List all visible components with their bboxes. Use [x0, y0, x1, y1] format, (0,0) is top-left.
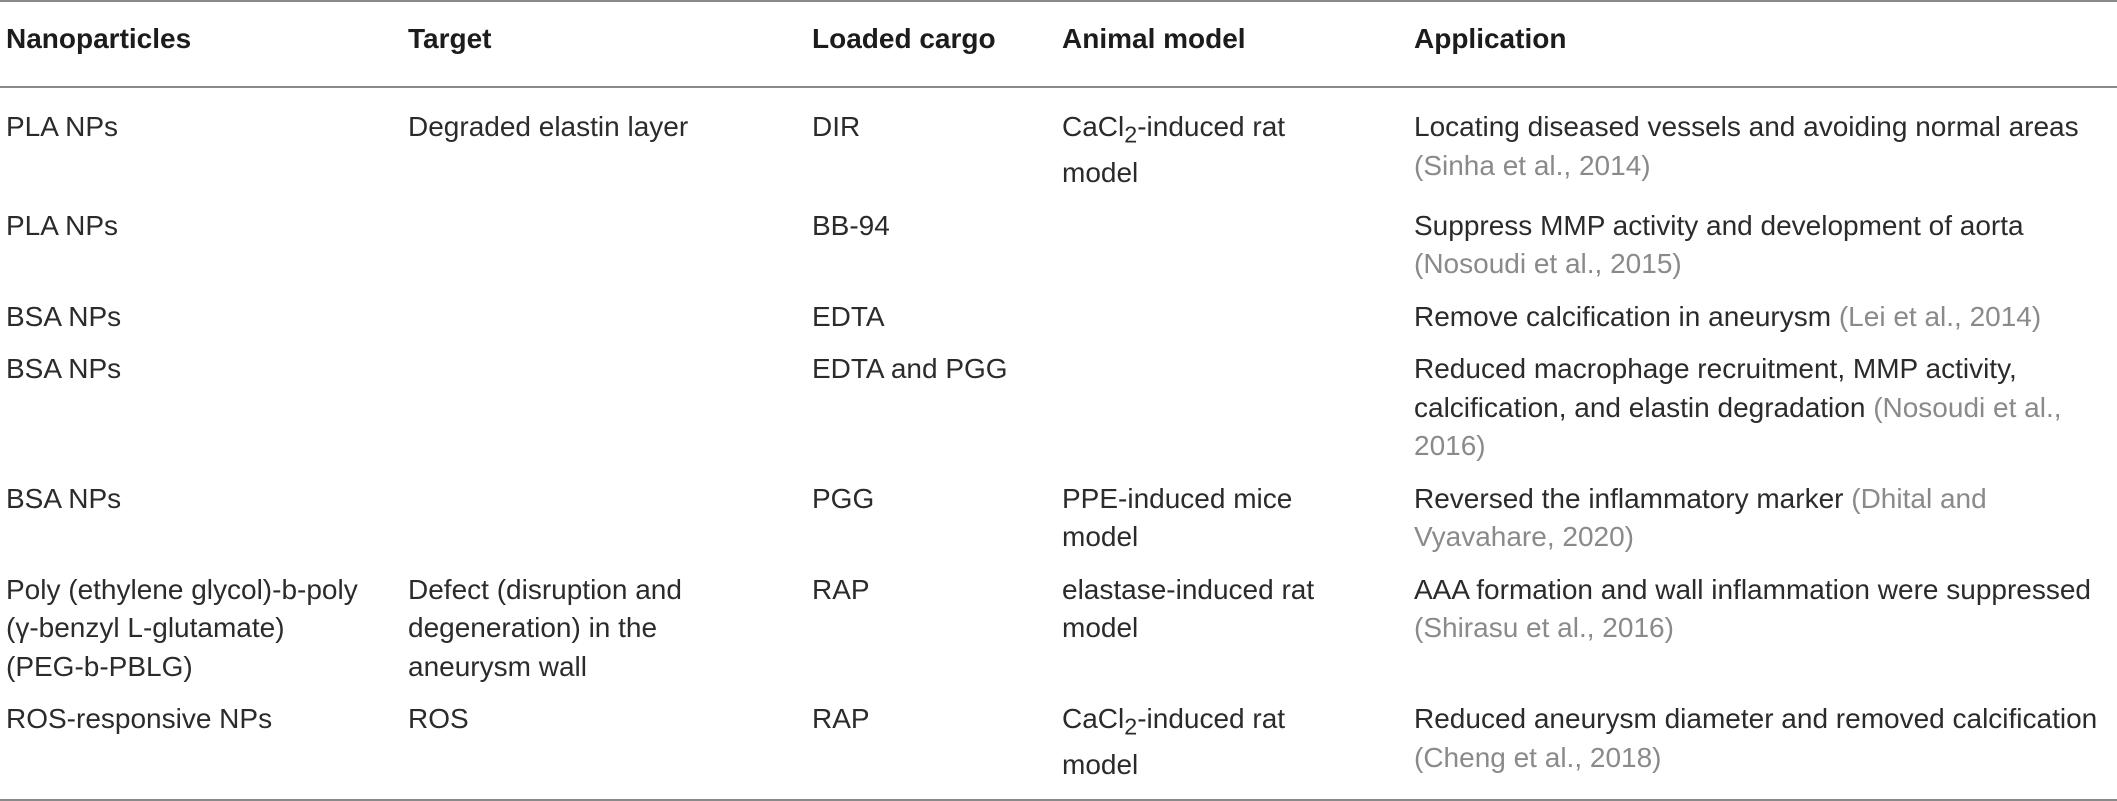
animal-model-prefix: CaCl — [1062, 703, 1125, 735]
table-row: PLA NPs BB-94 Suppress MMP activity and … — [0, 207, 2117, 298]
cell-application: Locating diseased vessels and avoiding n… — [1408, 87, 2117, 207]
citation: (Cheng et al., 2018) — [1414, 741, 1662, 773]
animal-model-line: CaCl2-induced rat — [1062, 700, 1408, 746]
citation: (Shirasu et al., 2016) — [1414, 612, 1674, 644]
table-body: PLA NPs Degraded elastin layer DIR CaCl2… — [0, 87, 2117, 800]
cell-application: Reduced aneurysm diameter and removed ca… — [1408, 700, 2117, 800]
cell-animal-model — [1056, 298, 1408, 351]
header-target: Target — [408, 23, 492, 54]
animal-model-suffix: -induced rat — [1137, 111, 1286, 142]
table-row: PLA NPs Degraded elastin layer DIR CaCl2… — [0, 87, 2117, 207]
animal-model-prefix: CaCl — [1062, 111, 1125, 142]
citation: (Nosoudi et al., — [1873, 391, 2062, 423]
cell-nanoparticles: BSA NPs — [6, 300, 122, 332]
cell-application: Suppress MMP activity and development of… — [1408, 207, 2117, 298]
cell-nanoparticles: BSA NPs — [6, 482, 122, 514]
table-header: Nanoparticles Target Loaded cargo Animal… — [0, 1, 2117, 87]
application-text: Reduced macrophage recruitment, MMP acti… — [1414, 353, 2017, 385]
animal-model-subscript: 2 — [1124, 713, 1138, 740]
cell-cargo: EDTA and PGG — [812, 353, 1008, 385]
cell-application: Reduced macrophage recruitment, MMP acti… — [1408, 350, 2117, 480]
cell-nanoparticles: ROS-responsive NPs — [6, 703, 273, 735]
application-text: Locating diseased vessels and avoiding n… — [1414, 111, 2079, 142]
animal-model-line2: model — [1062, 612, 1139, 644]
table-row: Poly (ethylene glycol)-b-poly (γ-benzyl … — [0, 571, 2117, 701]
animal-model-line: CaCl2-induced rat — [1062, 108, 1408, 154]
application-text: Reduced aneurysm diameter and removed ca… — [1414, 703, 2098, 735]
cell-cargo: PGG — [812, 482, 875, 514]
application-text: Remove calcification in aneurysm — [1414, 300, 1839, 332]
citation: Vyavahare, 2020) — [1414, 521, 1634, 553]
application-text: AAA formation and wall inflammation were… — [1414, 573, 2092, 605]
cell-cargo: BB-94 — [812, 209, 890, 241]
nanoparticles-line: (PEG-b-PBLG) — [6, 650, 193, 682]
cell-cargo: EDTA — [812, 300, 885, 332]
application-text: calcification, and elastin degradation — [1414, 391, 1874, 423]
cell-animal-model — [1056, 207, 1408, 298]
cell-target: ROS — [408, 703, 469, 735]
target-line: Defect (disruption and — [408, 573, 682, 605]
cell-nanoparticles: Poly (ethylene glycol)-b-poly (γ-benzyl … — [0, 571, 402, 701]
animal-model-line: elastase-induced rat — [1062, 573, 1315, 605]
cell-nanoparticles: PLA NPs — [6, 111, 119, 142]
animal-model-subscript: 2 — [1124, 121, 1138, 148]
application-text: Suppress MMP activity and development of… — [1414, 209, 2024, 241]
cell-animal-model: elastase-induced rat model — [1056, 571, 1408, 701]
application-line2: calcification, and elastin degradation (… — [1414, 389, 2117, 428]
cell-target: Defect (disruption and degeneration) in … — [402, 571, 806, 701]
header-nanoparticles: Nanoparticles — [6, 23, 192, 54]
cell-animal-model: CaCl2-induced rat model — [1056, 700, 1408, 800]
header-row: Nanoparticles Target Loaded cargo Animal… — [0, 1, 2117, 87]
cell-animal-model: PPE-induced mice model — [1056, 480, 1408, 571]
animal-model-line2: model — [1062, 521, 1139, 553]
citation: (Nosoudi et al., 2015) — [1414, 248, 1682, 280]
application-text: Reversed the inflammatory marker — [1414, 482, 1852, 514]
cell-target — [402, 350, 806, 480]
cell-application: AAA formation and wall inflammation were… — [1408, 571, 2117, 701]
cell-application: Remove calcification in aneurysm (Lei et… — [1408, 298, 2117, 351]
cell-target: Degraded elastin layer — [408, 111, 689, 142]
cell-cargo: RAP — [812, 573, 870, 605]
application-line1: Reversed the inflammatory marker (Dhital… — [1414, 480, 2117, 519]
animal-model-line2: model — [1062, 157, 1139, 189]
target-line: aneurysm wall — [408, 650, 587, 682]
table-row: BSA NPs EDTA and PGG Reduced macrophage … — [0, 350, 2117, 480]
cell-application: Reversed the inflammatory marker (Dhital… — [1408, 480, 2117, 571]
animal-model-suffix: -induced rat — [1137, 703, 1286, 735]
table-row: BSA NPs PGG PPE-induced mice model Rever… — [0, 480, 2117, 571]
cell-animal-model: CaCl2-induced rat model — [1056, 87, 1408, 207]
table-row: ROS-responsive NPs ROS RAP CaCl2-induced… — [0, 700, 2117, 800]
header-application: Application — [1414, 23, 1567, 54]
citation: (Sinha et al., 2014) — [1414, 149, 1651, 181]
cell-cargo: DIR — [812, 111, 861, 142]
citation: (Lei et al., 2014) — [1838, 300, 2042, 332]
header-loaded-cargo: Loaded cargo — [812, 23, 996, 54]
cell-nanoparticles: PLA NPs — [6, 209, 119, 241]
cell-nanoparticles: BSA NPs — [6, 353, 122, 385]
cell-cargo: RAP — [812, 703, 870, 735]
citation: 2016) — [1414, 430, 1486, 462]
animal-model-line2: model — [1062, 749, 1139, 781]
table-row: BSA NPs EDTA Remove calcification in ane… — [0, 298, 2117, 351]
cell-target — [402, 207, 806, 298]
nanoparticles-line: (γ-benzyl L-glutamate) — [6, 612, 285, 644]
cell-target — [402, 298, 806, 351]
target-line: degeneration) in the — [408, 612, 658, 644]
header-animal-model: Animal model — [1062, 23, 1246, 54]
animal-model-line: PPE-induced mice — [1062, 482, 1293, 514]
cell-animal-model — [1056, 350, 1408, 480]
nanoparticles-line: Poly (ethylene glycol)-b-poly — [6, 573, 358, 605]
citation: (Dhital and — [1851, 482, 1987, 514]
cell-target — [402, 480, 806, 571]
